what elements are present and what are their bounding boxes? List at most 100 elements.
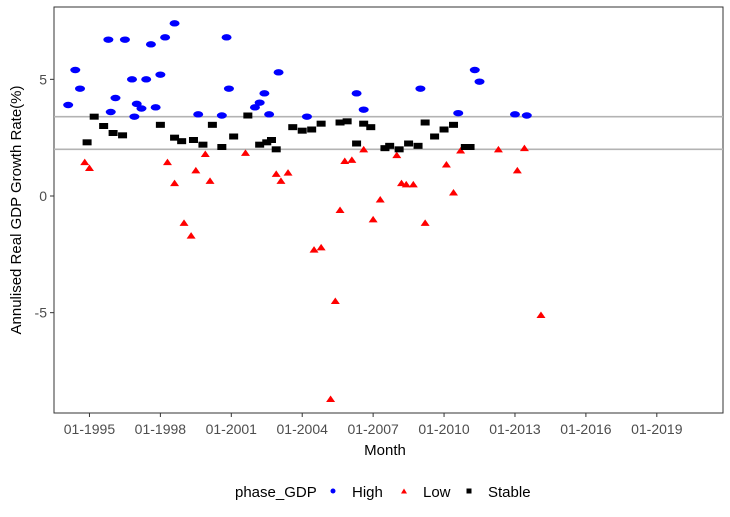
data-point-stable xyxy=(359,120,369,127)
x-tick-label: 01-2004 xyxy=(277,421,329,437)
data-point-stable xyxy=(170,134,180,141)
y-tick-label: -5 xyxy=(35,305,48,321)
data-point-high xyxy=(216,112,227,119)
legend-title: phase_GDP xyxy=(235,484,317,501)
data-point-high xyxy=(469,66,480,74)
x-tick-label: 01-2010 xyxy=(418,421,470,437)
data-point-low xyxy=(335,206,345,213)
data-point-stable xyxy=(255,141,265,148)
data-point-high xyxy=(453,109,464,117)
data-point-stable xyxy=(89,113,99,120)
data-point-high xyxy=(127,76,138,83)
data-point-high xyxy=(63,101,74,109)
data-point-stable xyxy=(297,127,307,134)
data-point-low xyxy=(512,166,522,174)
data-point-high xyxy=(358,106,369,113)
data-point-stable xyxy=(155,121,165,128)
data-point-stable xyxy=(439,126,449,133)
data-point-stable xyxy=(352,140,362,147)
data-point-low xyxy=(170,179,180,187)
x-tick-label: 01-2016 xyxy=(560,421,612,437)
data-point-stable xyxy=(198,141,208,148)
data-point-stable xyxy=(342,118,352,125)
data-point-low xyxy=(449,189,459,196)
axes: 01-1995 01-1998 01-2001 01-2004 01-2007 01-20… xyxy=(35,71,683,437)
data-point-high xyxy=(160,34,171,41)
legend-key-high xyxy=(330,488,336,494)
x-tick-label: 01-2001 xyxy=(206,421,258,437)
y-tick-label: 5 xyxy=(39,71,47,87)
data-point-low xyxy=(359,145,369,153)
plot-panel xyxy=(53,6,724,414)
y-axis-title: Annulised Real GDP Growth Rate(%) xyxy=(8,86,25,335)
data-point-high xyxy=(273,69,284,76)
data-point-low xyxy=(309,246,319,253)
data-point-high xyxy=(259,90,270,97)
data-point-low xyxy=(283,169,293,176)
data-point-stable xyxy=(177,138,187,145)
data-point-low xyxy=(80,158,90,166)
data-point-high xyxy=(75,85,86,92)
data-point-low xyxy=(401,180,411,188)
data-point-stable xyxy=(404,140,414,147)
data-point-stable xyxy=(420,119,430,126)
legend-label-low: Low xyxy=(423,484,451,501)
data-points xyxy=(63,20,546,402)
data-point-stable xyxy=(394,146,404,153)
plot-area-border xyxy=(53,6,724,414)
data-point-high xyxy=(249,104,260,111)
data-point-high xyxy=(223,85,234,92)
data-point-low xyxy=(84,164,94,171)
data-point-stable xyxy=(380,145,390,152)
data-point-high xyxy=(110,94,121,102)
legend-item-stable: Stable xyxy=(466,484,531,501)
data-point-high xyxy=(141,76,152,83)
data-point-stable xyxy=(335,119,345,126)
data-point-low xyxy=(326,395,336,402)
data-point-low xyxy=(340,157,350,164)
x-tick-label: 01-2019 xyxy=(631,421,683,437)
data-point-stable xyxy=(243,112,253,119)
data-point-low xyxy=(330,297,340,304)
data-point-low xyxy=(205,177,215,184)
x-axis-title: Month xyxy=(364,442,406,459)
data-point-high xyxy=(70,66,81,74)
data-point-high xyxy=(254,99,265,106)
data-point-low xyxy=(162,158,172,166)
data-point-stable xyxy=(316,120,326,127)
data-point-low xyxy=(179,219,189,226)
data-point-stable xyxy=(99,123,109,129)
data-point-stable xyxy=(413,142,423,149)
series-high xyxy=(63,20,532,120)
x-tick-label: 01-1998 xyxy=(135,421,187,437)
data-point-high xyxy=(145,41,156,48)
data-point-low xyxy=(240,149,250,156)
data-point-stable xyxy=(465,144,475,150)
data-point-stable xyxy=(108,130,118,136)
x-tick-label: 01-1995 xyxy=(64,421,116,437)
data-point-stable xyxy=(449,121,459,128)
legend-key-low xyxy=(401,488,407,494)
data-point-stable xyxy=(118,132,128,139)
data-point-low xyxy=(347,156,357,163)
data-point-low xyxy=(191,166,201,174)
data-point-high xyxy=(221,34,232,41)
data-point-low xyxy=(536,311,546,318)
data-point-low xyxy=(316,243,326,251)
data-point-low xyxy=(408,180,418,188)
data-point-high xyxy=(521,112,532,119)
data-point-low xyxy=(271,170,281,177)
legend-label-high: High xyxy=(352,484,383,501)
legend-item-high: High xyxy=(330,484,383,501)
data-point-low xyxy=(368,215,378,223)
data-point-stable xyxy=(385,142,395,149)
data-point-low xyxy=(456,147,466,154)
data-point-high xyxy=(169,20,180,27)
data-point-stable xyxy=(262,139,272,146)
series-low xyxy=(80,144,546,402)
data-point-low xyxy=(375,196,385,203)
data-point-stable xyxy=(82,139,92,146)
data-point-high xyxy=(119,36,130,43)
data-point-stable xyxy=(266,137,276,143)
